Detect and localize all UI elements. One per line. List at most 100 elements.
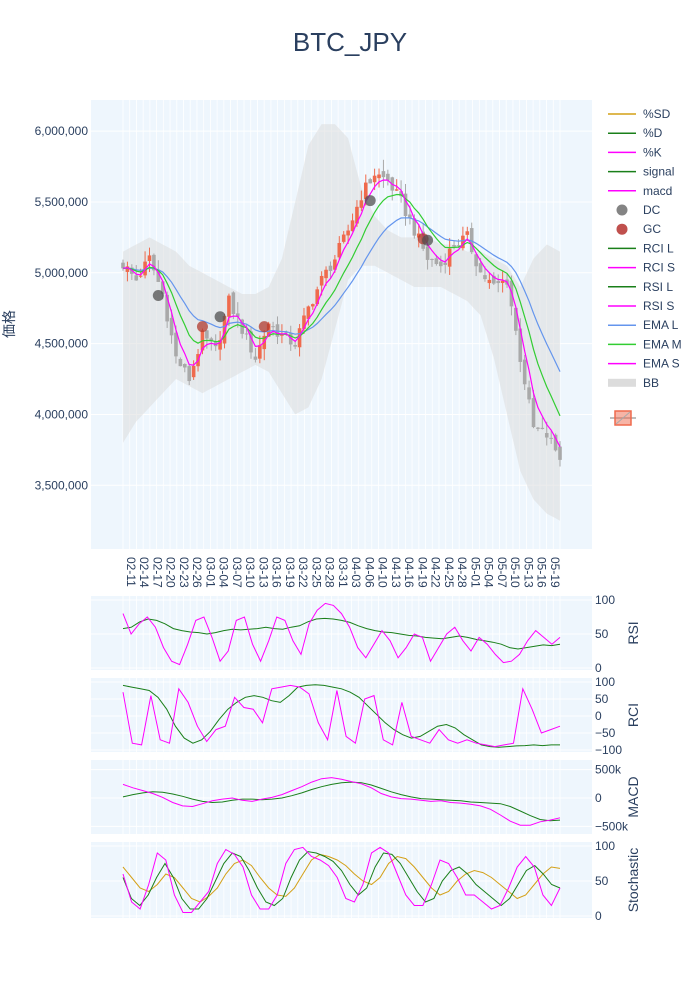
signal-marker-dc <box>422 234 434 246</box>
legend-item-rsi-s[interactable]: RSI S <box>608 299 674 313</box>
candle-body <box>266 323 271 337</box>
price-panel: 3,500,000 4,000,000 4,500,000 5,000,000 5,50… <box>1 100 592 588</box>
legend-item--d[interactable]: %D <box>608 126 663 140</box>
x-tick-label: 03-01 <box>203 557 217 588</box>
x-tick-label: 02-11 <box>124 557 138 587</box>
panel-tick-label: 50 <box>595 874 609 888</box>
legend-swatch-band <box>608 378 636 387</box>
signal-marker-gc <box>196 321 208 333</box>
series-signal <box>122 781 561 822</box>
legend-label: EMA L <box>643 318 679 332</box>
candle-body <box>381 171 386 178</box>
candle-body <box>147 255 152 262</box>
legend[interactable]: %SD %D %K signal macd DC GC RCI L RCI S RSI L RSI … <box>608 107 682 426</box>
signal-marker-dc <box>214 311 226 323</box>
x-tick-label: 05-16 <box>535 557 549 588</box>
candle-body <box>324 269 328 279</box>
candle-body <box>169 317 174 336</box>
signal-marker-gc <box>258 321 270 333</box>
candle-body <box>403 193 408 217</box>
panel-y-axis-title: Stochastic <box>625 848 641 913</box>
candle-body <box>359 200 364 208</box>
legend-item-rci-s[interactable]: RCI S <box>608 261 675 275</box>
legend-item-rsi-l[interactable]: RSI L <box>608 280 673 294</box>
series-rsi-l <box>122 617 561 650</box>
legend-item-candlestick[interactable] <box>610 410 636 426</box>
candle-body <box>439 261 443 267</box>
panel-tick-label: 0 <box>595 791 602 805</box>
x-tick-label: 04-22 <box>429 557 443 588</box>
legend-item--sd[interactable]: %SD <box>608 107 671 121</box>
legend-candle-diagonal <box>615 411 631 425</box>
candle-body <box>443 262 448 265</box>
candle-body <box>311 304 315 307</box>
x-tick-label: 05-01 <box>468 557 482 588</box>
candle-body <box>500 280 505 284</box>
series-rci-s <box>122 684 561 748</box>
candle-body <box>143 261 147 276</box>
bollinger-band <box>123 124 560 521</box>
candle-body <box>209 338 214 342</box>
y-tick-label: 5,000,000 <box>35 266 89 280</box>
x-tick-label: 02-20 <box>164 557 178 588</box>
legend-item-bb[interactable]: BB <box>608 376 659 390</box>
legend-item-dc[interactable]: DC <box>616 203 661 217</box>
x-tick-label: 03-13 <box>256 557 270 588</box>
legend-label: %SD <box>643 107 671 121</box>
panel-tick-label: 100 <box>595 675 615 689</box>
candle-body <box>328 265 333 271</box>
candle-body <box>227 295 231 317</box>
legend-item-ema-l[interactable]: EMA L <box>608 318 679 332</box>
candle-body <box>363 182 368 200</box>
panel-rsi: 0 50 100 RSI <box>91 593 641 675</box>
legend-label: EMA M <box>643 337 682 351</box>
candle-body <box>319 275 324 286</box>
candle-body <box>275 324 280 337</box>
candle-body <box>280 334 284 336</box>
legend-label: DC <box>643 203 661 217</box>
legend-item-ema-m[interactable]: EMA M <box>608 337 682 351</box>
panel-y-axis-title: RCI <box>625 703 641 727</box>
legend-item-signal[interactable]: signal <box>608 165 674 179</box>
legend-label: %D <box>643 126 663 140</box>
x-tick-label: 05-04 <box>482 557 496 588</box>
legend-label: GC <box>643 222 661 236</box>
signal-marker-dc <box>152 289 164 301</box>
panel-tick-label: 100 <box>595 593 615 607</box>
legend-label: signal <box>643 165 674 179</box>
candle-body <box>474 254 478 267</box>
legend-item-rci-l[interactable]: RCI L <box>608 241 674 255</box>
legend-item-ema-s[interactable]: EMA S <box>608 357 680 371</box>
series-rsi-s <box>122 602 561 666</box>
candle-body <box>399 191 403 197</box>
candle-body <box>293 344 297 347</box>
candle-body <box>178 358 183 367</box>
x-tick-label: 03-07 <box>230 557 244 588</box>
panel-y-axis-title: RSI <box>625 621 641 644</box>
x-tick-label: 05-07 <box>495 557 509 588</box>
panel-tick-label: −100 <box>595 743 622 757</box>
legend-item-macd[interactable]: macd <box>608 184 672 198</box>
candle-body <box>518 328 523 362</box>
candle-body <box>350 220 355 232</box>
candle-body <box>271 326 275 328</box>
x-tick-label: 04-28 <box>455 557 469 588</box>
panel-tick-label: 50 <box>595 627 609 641</box>
candle-body <box>483 275 487 280</box>
legend-swatch-marker <box>616 204 628 216</box>
candle-body <box>355 206 359 224</box>
panel-tick-label: −500k <box>595 819 629 833</box>
candle-body <box>491 275 496 284</box>
candle-body <box>134 275 139 281</box>
candle-body <box>337 243 342 258</box>
legend-item--k[interactable]: %K <box>608 145 662 159</box>
candle-body <box>156 269 161 282</box>
candle-body <box>315 289 320 305</box>
legend-label: EMA S <box>643 357 680 371</box>
candle-body <box>469 228 474 253</box>
candle-body <box>165 294 169 322</box>
legend-swatch-marker <box>616 223 628 235</box>
legend-item-gc[interactable]: GC <box>616 222 662 236</box>
